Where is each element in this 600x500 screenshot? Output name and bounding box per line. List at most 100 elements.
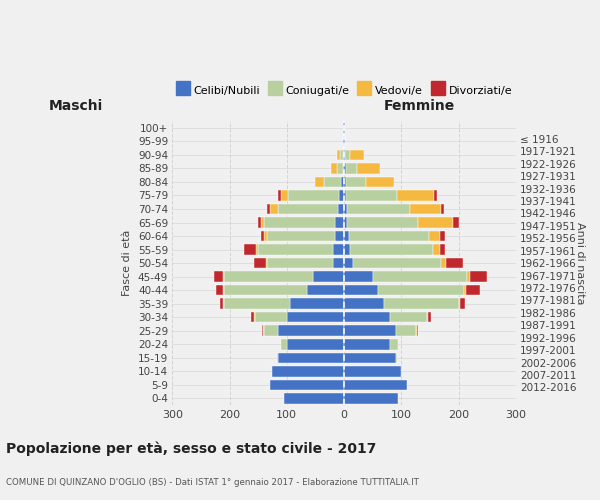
Bar xyxy=(267,231,335,241)
Bar xyxy=(346,163,357,173)
Bar xyxy=(254,258,266,268)
Bar xyxy=(332,244,344,255)
Bar xyxy=(344,393,398,404)
Bar xyxy=(442,258,446,268)
Bar xyxy=(223,298,224,309)
Bar xyxy=(251,312,254,322)
Bar xyxy=(223,272,224,282)
Bar xyxy=(258,217,261,228)
Bar xyxy=(429,231,440,241)
Bar xyxy=(290,298,344,309)
Bar xyxy=(278,190,281,200)
Bar xyxy=(340,150,343,160)
Text: COMUNE DI QUINZANO D'OGLIO (BS) - Dati ISTAT 1° gennaio 2017 - Elaborazione TUTT: COMUNE DI QUINZANO D'OGLIO (BS) - Dati I… xyxy=(6,478,419,487)
Bar xyxy=(347,204,410,214)
Bar xyxy=(458,298,460,309)
Bar xyxy=(416,326,417,336)
Bar xyxy=(346,190,397,200)
Bar xyxy=(287,339,344,349)
Bar xyxy=(344,150,345,160)
Bar xyxy=(428,312,431,322)
Bar xyxy=(269,380,344,390)
Bar xyxy=(262,326,263,336)
Bar xyxy=(272,366,344,376)
Bar xyxy=(344,204,347,214)
Bar xyxy=(464,285,466,296)
Bar xyxy=(343,163,344,173)
Text: Maschi: Maschi xyxy=(49,98,103,112)
Bar xyxy=(344,312,390,322)
Bar xyxy=(277,352,278,363)
Bar xyxy=(344,231,349,241)
Bar xyxy=(224,272,313,282)
Bar xyxy=(344,272,373,282)
Bar xyxy=(224,298,290,309)
Bar xyxy=(281,339,287,349)
Bar xyxy=(446,258,463,268)
Bar xyxy=(344,380,407,390)
Bar xyxy=(384,298,458,309)
Bar xyxy=(264,217,335,228)
Bar xyxy=(337,150,340,160)
Bar xyxy=(224,285,307,296)
Bar xyxy=(460,298,465,309)
Bar xyxy=(350,244,433,255)
Bar xyxy=(264,326,278,336)
Y-axis label: Anni di nascita: Anni di nascita xyxy=(575,222,585,304)
Bar xyxy=(256,312,287,322)
Bar xyxy=(341,176,344,187)
Bar xyxy=(338,204,344,214)
Bar xyxy=(390,339,398,349)
Bar xyxy=(344,298,384,309)
Bar xyxy=(281,190,288,200)
Bar xyxy=(332,258,344,268)
Bar xyxy=(216,285,223,296)
Text: Popolazione per età, sesso e stato civile - 2017: Popolazione per età, sesso e stato civil… xyxy=(6,441,376,456)
Bar xyxy=(278,204,338,214)
Bar xyxy=(223,285,224,296)
Bar xyxy=(417,326,418,336)
Bar xyxy=(390,312,427,322)
Bar xyxy=(353,258,442,268)
Bar xyxy=(266,258,267,268)
Bar xyxy=(337,163,343,173)
Bar xyxy=(343,150,344,160)
Bar xyxy=(434,190,437,200)
Bar xyxy=(427,312,428,322)
Bar xyxy=(418,217,453,228)
Bar xyxy=(220,298,223,309)
Bar xyxy=(267,258,332,268)
Bar xyxy=(344,258,353,268)
Bar xyxy=(453,217,458,228)
Bar xyxy=(350,150,364,160)
Bar xyxy=(254,312,256,322)
Bar xyxy=(244,244,256,255)
Y-axis label: Fasce di età: Fasce di età xyxy=(122,230,133,296)
Bar xyxy=(470,272,487,282)
Bar xyxy=(313,272,344,282)
Bar xyxy=(349,231,429,241)
Bar xyxy=(397,190,434,200)
Bar xyxy=(440,231,445,241)
Bar xyxy=(344,163,346,173)
Bar xyxy=(288,190,340,200)
Bar xyxy=(344,352,395,363)
Bar xyxy=(261,231,264,241)
Bar xyxy=(316,176,324,187)
Bar xyxy=(440,244,445,255)
Text: Femmine: Femmine xyxy=(384,98,455,112)
Bar xyxy=(284,393,344,404)
Bar xyxy=(344,176,346,187)
Bar xyxy=(344,326,395,336)
Bar xyxy=(264,231,267,241)
Bar xyxy=(379,285,464,296)
Bar xyxy=(287,312,344,322)
Bar xyxy=(340,190,344,200)
Bar xyxy=(344,285,379,296)
Bar xyxy=(395,326,416,336)
Bar xyxy=(344,366,401,376)
Bar xyxy=(433,244,440,255)
Bar xyxy=(345,150,350,160)
Bar xyxy=(258,244,332,255)
Bar xyxy=(410,204,442,214)
